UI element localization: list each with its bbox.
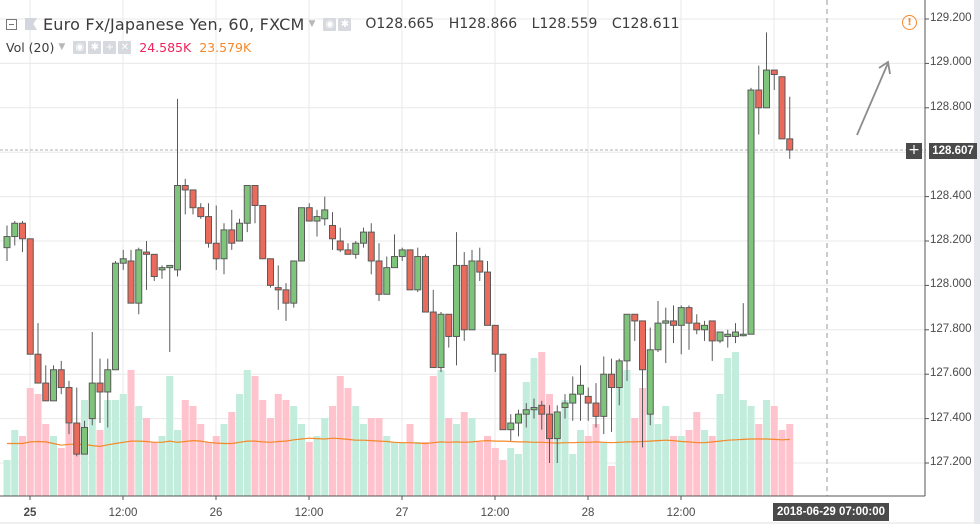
low-value: L128.559: [531, 16, 598, 32]
price-label: 128.000: [930, 278, 972, 291]
close-icon[interactable]: ✕: [118, 40, 132, 54]
trend-arrow-drawing[interactable]: [856, 60, 891, 136]
eye-icon[interactable]: ◉: [323, 17, 337, 31]
open-value: O128.665: [365, 16, 435, 32]
close-value: C128.611: [611, 16, 680, 32]
time-label: 28: [581, 507, 595, 519]
plus-icon[interactable]: +: [103, 40, 117, 54]
eye-icon[interactable]: ◉: [73, 40, 87, 54]
time-label: 27: [395, 507, 409, 519]
time-label: 25: [23, 507, 37, 519]
chevron-down-icon[interactable]: ▼: [58, 42, 66, 52]
minus-square-icon[interactable]: [6, 18, 17, 30]
axis-ticks: [29, 18, 929, 500]
price-label: 129.000: [930, 56, 972, 69]
flag-icon[interactable]: [25, 18, 37, 30]
volume-indicator-title[interactable]: Vol (20): [6, 39, 55, 55]
ohlc-values: O128.665 H128.866 L128.559 C128.611: [365, 16, 689, 32]
chart-legend: Euro Fx/Japanese Yen, 60, FXCM ▼ ◉ ✱ O12…: [6, 13, 690, 57]
price-label: 129.200: [930, 12, 972, 24]
chevron-down-icon[interactable]: ▼: [308, 19, 316, 29]
volume-value: 24.585K: [139, 39, 192, 55]
price-label: 127.800: [930, 322, 972, 335]
time-label: 12:00: [480, 507, 510, 519]
price-label: 127.600: [930, 367, 972, 380]
time-label: 12:00: [666, 507, 696, 519]
price-label: 128.200: [930, 234, 972, 246]
scrollbar[interactable]: [974, 0, 980, 524]
current-price-tag: 128.607: [929, 143, 977, 159]
symbol-title[interactable]: Euro Fx/Japanese Yen, 60, FXCM: [43, 14, 305, 34]
volume-ma-value: 23.579K: [199, 39, 252, 55]
gear-icon[interactable]: ✱: [88, 40, 102, 54]
price-label: 127.200: [930, 456, 972, 468]
time-label: 26: [209, 507, 223, 519]
time-label: 12:00: [294, 507, 324, 519]
price-label: 127.400: [930, 411, 972, 424]
volume-ma-line: [7, 437, 790, 448]
price-label: 128.400: [930, 189, 972, 202]
add-plus-button[interactable]: +: [906, 143, 922, 159]
price-label: 128.800: [930, 100, 972, 113]
high-value: H128.866: [448, 16, 518, 32]
candlesticks: [3, 32, 794, 463]
exclamation-circle-icon[interactable]: !: [902, 15, 917, 30]
crosshair-time-tag: 2018-06-29 07:00:00: [773, 503, 890, 521]
gear-icon[interactable]: ✱: [338, 17, 352, 31]
time-label: 12:00: [108, 507, 138, 519]
volume-bars: [3, 352, 794, 496]
